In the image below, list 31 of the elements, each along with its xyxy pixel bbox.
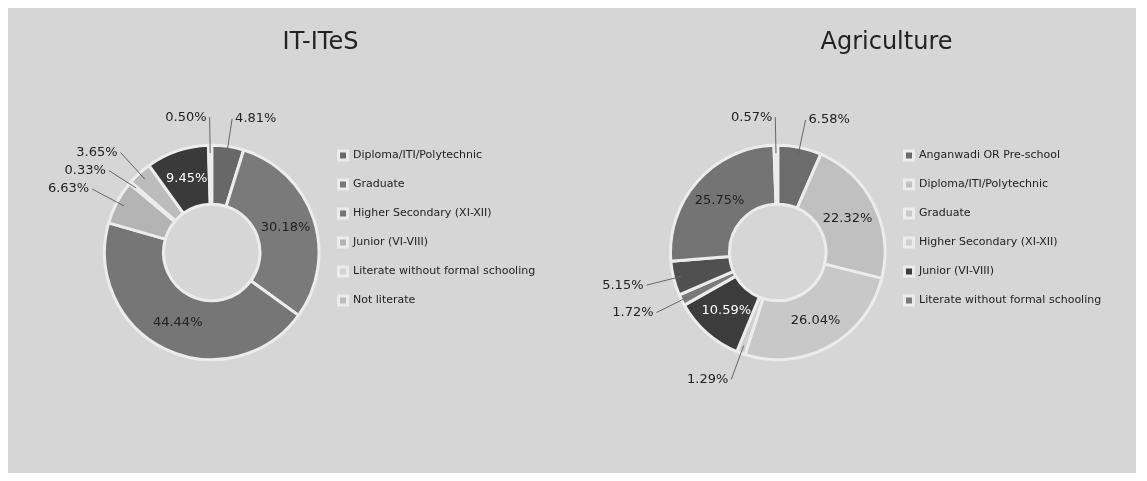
chart-title: IT-ITeS <box>282 26 359 55</box>
data-label: 1.29% <box>686 370 729 386</box>
legend-label: Junior (VI-VIII) <box>918 264 994 278</box>
data-label: 26.04% <box>790 311 841 327</box>
data-label: 0.33% <box>64 161 106 177</box>
data-label: 1.72% <box>612 303 654 319</box>
legend-label: Graduate <box>919 206 971 220</box>
legend-label: Diploma/ITI/Polytechnic <box>353 148 483 162</box>
data-label: 0.50% <box>165 108 207 124</box>
chart-title: Agriculture <box>820 26 953 55</box>
data-label: 9.45% <box>166 170 208 186</box>
data-label: 6.58% <box>808 111 850 127</box>
data-label: 3.65% <box>76 143 118 159</box>
data-label: 4.81% <box>235 110 277 126</box>
data-label: 10.59% <box>701 302 752 318</box>
legend-label: Literate without formal schooling <box>919 293 1102 307</box>
data-label: 6.63% <box>47 180 90 196</box>
legend-label: Diploma/ITI/Polytechnic <box>919 177 1049 191</box>
data-label: 5.15% <box>602 276 644 292</box>
legend-label: Anganwadi OR Pre-school <box>919 148 1060 162</box>
legend-label: Higher Secondary (XI-XII) <box>353 206 492 220</box>
data-label: 44.44% <box>152 313 203 329</box>
legend-label: Graduate <box>353 177 405 191</box>
legend-label: Literate without formal schooling <box>353 264 536 278</box>
data-label: 0.57% <box>731 108 773 124</box>
data-label: 22.32% <box>822 209 873 225</box>
legend-label: Higher Secondary (XI-XII) <box>919 235 1058 249</box>
legend-label: Not literate <box>353 293 416 307</box>
legend-label: Junior (VI-VIII) <box>352 235 428 249</box>
data-label: 30.18% <box>260 219 311 235</box>
data-label: 25.75% <box>694 192 745 208</box>
